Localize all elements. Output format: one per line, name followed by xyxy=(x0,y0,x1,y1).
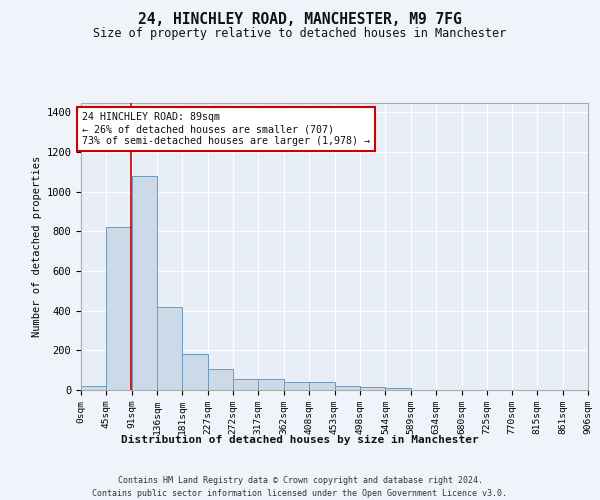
Bar xyxy=(157,306,182,390)
Text: 24 HINCHLEY ROAD: 89sqm
← 26% of detached houses are smaller (707)
73% of semi-d: 24 HINCHLEY ROAD: 89sqm ← 26% of detache… xyxy=(82,112,370,146)
Y-axis label: Number of detached properties: Number of detached properties xyxy=(32,156,42,337)
Bar xyxy=(259,379,284,390)
Bar xyxy=(81,386,106,390)
Text: Size of property relative to detached houses in Manchester: Size of property relative to detached ho… xyxy=(94,28,506,40)
Bar xyxy=(182,354,208,390)
Bar xyxy=(310,382,335,390)
Bar xyxy=(233,379,259,390)
Text: Contains HM Land Registry data © Crown copyright and database right 2024.: Contains HM Land Registry data © Crown c… xyxy=(118,476,482,485)
Bar xyxy=(132,176,157,390)
Text: 24, HINCHLEY ROAD, MANCHESTER, M9 7FG: 24, HINCHLEY ROAD, MANCHESTER, M9 7FG xyxy=(138,12,462,28)
Bar xyxy=(284,382,310,390)
Text: Contains public sector information licensed under the Open Government Licence v3: Contains public sector information licen… xyxy=(92,489,508,498)
Bar xyxy=(359,387,385,390)
Bar xyxy=(208,369,233,390)
Text: Distribution of detached houses by size in Manchester: Distribution of detached houses by size … xyxy=(121,435,479,445)
Bar xyxy=(385,388,410,390)
Bar xyxy=(106,228,132,390)
Bar xyxy=(335,386,359,390)
